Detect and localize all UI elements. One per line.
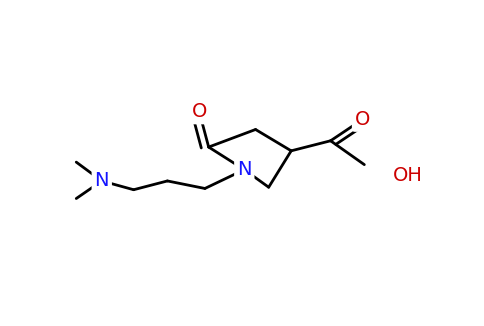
Text: O: O — [192, 102, 207, 121]
Text: OH: OH — [393, 167, 423, 185]
Text: O: O — [355, 110, 370, 129]
Text: N: N — [94, 171, 109, 190]
Text: N: N — [237, 160, 252, 179]
